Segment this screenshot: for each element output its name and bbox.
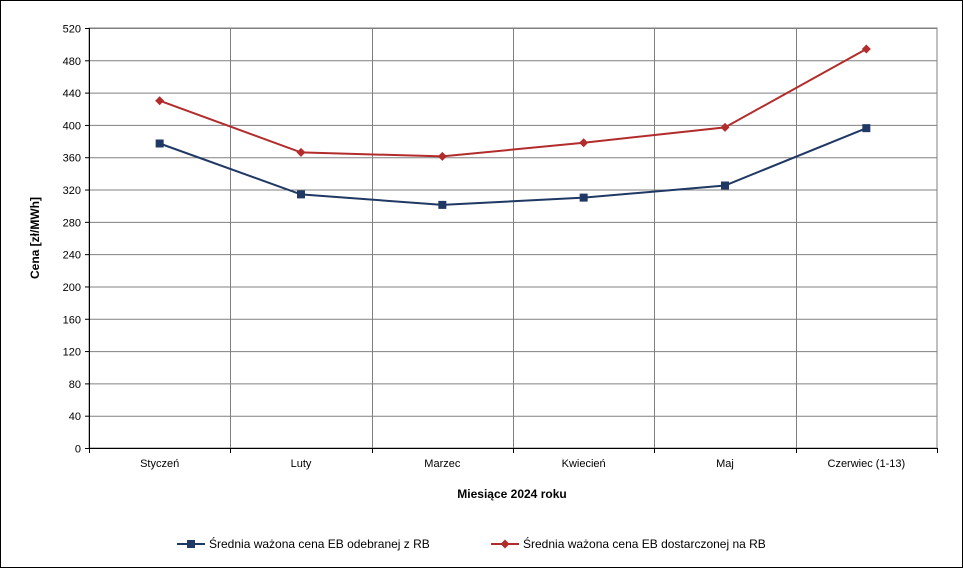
y-tick-label: 0 bbox=[75, 444, 81, 456]
series-line bbox=[159, 48, 867, 158]
x-axis-title: Miesiące 2024 roku bbox=[457, 487, 566, 501]
y-tick-label: 440 bbox=[63, 88, 81, 100]
data-point bbox=[437, 151, 447, 161]
data-point bbox=[297, 190, 305, 199]
data-point bbox=[720, 122, 730, 132]
axes-layer: 0 40 80 120 160 200 240 280 320 360 400 440 480 520 St… bbox=[63, 24, 938, 470]
y-tick-label: 200 bbox=[63, 282, 81, 294]
series-line bbox=[159, 127, 867, 206]
y-tick-label: 360 bbox=[63, 153, 81, 165]
data-point bbox=[862, 124, 871, 133]
data-point bbox=[155, 139, 164, 148]
x-tick-label: Maj bbox=[716, 458, 734, 470]
y-tick-label: 120 bbox=[63, 347, 81, 359]
y-tick-label: 480 bbox=[63, 56, 81, 68]
legend-marker bbox=[187, 540, 195, 548]
legend-marker bbox=[500, 539, 510, 549]
data-point bbox=[861, 44, 871, 54]
x-tick-label: Czerwiec (1-13) bbox=[828, 458, 906, 470]
legend-item: Średnia ważona cena EB odebranej z RB bbox=[177, 536, 430, 551]
y-tick-label: 240 bbox=[63, 250, 81, 262]
legend: Średnia ważona cena EB odebranej z RB Śre… bbox=[177, 536, 766, 551]
x-tick-label: Luty bbox=[291, 458, 312, 470]
data-point bbox=[438, 200, 447, 209]
grid-layer bbox=[89, 28, 937, 448]
y-tick-label: 280 bbox=[63, 217, 81, 229]
y-tick-label: 320 bbox=[63, 185, 81, 197]
series-2 bbox=[155, 44, 871, 161]
data-point bbox=[155, 96, 165, 106]
y-tick-label: 80 bbox=[69, 379, 81, 391]
y-tick-label: 40 bbox=[69, 411, 81, 423]
series-layer bbox=[155, 44, 871, 209]
data-point bbox=[579, 193, 588, 202]
legend-label: Średnia ważona cena EB odebranej z RB bbox=[209, 536, 430, 551]
legend-item: Średnia ważona cena EB dostarczonej na R… bbox=[491, 536, 766, 551]
data-point bbox=[579, 138, 589, 148]
x-tick-label: Kwiecień bbox=[562, 458, 606, 470]
x-tick-label: Styczeń bbox=[140, 458, 179, 470]
x-tick-label: Marzec bbox=[424, 458, 461, 470]
series-1 bbox=[155, 124, 871, 209]
y-tick-label: 520 bbox=[63, 24, 81, 36]
y-tick-label: 160 bbox=[63, 314, 81, 326]
y-axis-title: Cena [zł/MWh] bbox=[28, 197, 42, 279]
data-point bbox=[721, 181, 729, 190]
legend-label: Średnia ważona cena EB dostarczonej na R… bbox=[523, 536, 766, 551]
data-point bbox=[296, 147, 306, 157]
y-tick-label: 400 bbox=[63, 120, 81, 132]
